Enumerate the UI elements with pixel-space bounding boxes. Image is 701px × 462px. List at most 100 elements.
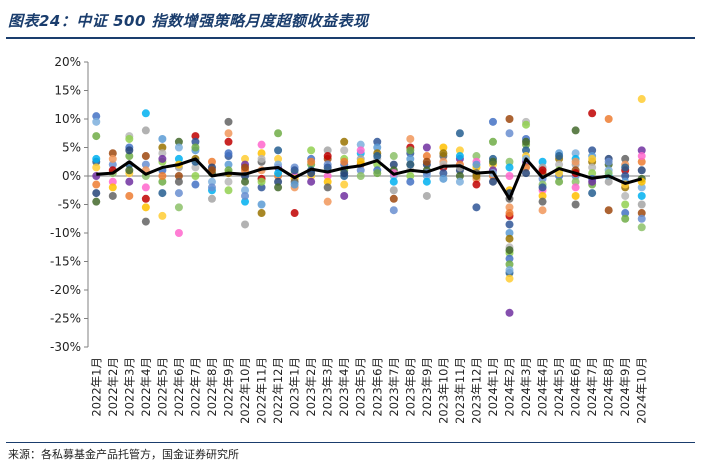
chart-title: 图表24：中证 500 指数增强策略月度超额收益表现 bbox=[8, 12, 369, 30]
data-point bbox=[621, 172, 630, 180]
data-point bbox=[422, 177, 431, 186]
data-point bbox=[505, 234, 514, 243]
data-point bbox=[174, 177, 183, 186]
data-point bbox=[307, 157, 316, 166]
data-point bbox=[637, 214, 646, 223]
data-point bbox=[207, 177, 216, 186]
data-point bbox=[637, 95, 646, 104]
data-point bbox=[158, 211, 167, 220]
data-point bbox=[108, 154, 117, 163]
data-point bbox=[141, 183, 150, 192]
data-point bbox=[455, 152, 464, 161]
data-point bbox=[505, 220, 514, 229]
data-point bbox=[141, 126, 150, 135]
data-point bbox=[257, 200, 266, 209]
data-point bbox=[588, 146, 597, 155]
data-point bbox=[125, 152, 134, 161]
data-point bbox=[224, 129, 233, 138]
data-point bbox=[439, 149, 448, 158]
data-point bbox=[125, 166, 134, 175]
data-point bbox=[621, 191, 630, 200]
data-point bbox=[174, 172, 183, 180]
data-point bbox=[637, 146, 646, 155]
x-tick-label: 2024年9月 bbox=[618, 357, 632, 417]
data-point bbox=[455, 129, 464, 138]
data-point bbox=[92, 112, 101, 121]
data-point bbox=[505, 308, 514, 317]
data-point bbox=[356, 172, 365, 180]
x-tick-label: 2024年3月 bbox=[519, 357, 533, 417]
data-point bbox=[257, 183, 266, 192]
data-point bbox=[373, 152, 382, 161]
data-point bbox=[257, 177, 266, 186]
x-tick-label: 2023年1月 bbox=[288, 357, 302, 417]
data-point bbox=[505, 129, 514, 138]
data-point bbox=[125, 146, 134, 155]
y-tick-label: -20% bbox=[50, 283, 81, 297]
data-point bbox=[92, 189, 101, 198]
data-point bbox=[588, 154, 597, 163]
data-point bbox=[439, 143, 448, 152]
data-point bbox=[472, 152, 481, 161]
data-point bbox=[125, 177, 134, 186]
data-point bbox=[505, 115, 514, 123]
data-point bbox=[108, 191, 117, 200]
data-point bbox=[406, 134, 415, 143]
data-point bbox=[257, 209, 266, 218]
data-point bbox=[488, 177, 497, 186]
data-point bbox=[406, 146, 415, 155]
data-point bbox=[274, 183, 283, 192]
data-point bbox=[191, 163, 200, 172]
data-point bbox=[538, 183, 547, 192]
x-tick-label: 2023年2月 bbox=[304, 357, 318, 417]
data-point bbox=[505, 254, 514, 263]
data-point bbox=[604, 206, 613, 215]
data-point bbox=[224, 117, 233, 126]
x-tick-label: 2022年10月 bbox=[238, 357, 252, 424]
data-point bbox=[621, 200, 630, 209]
x-tick-label: 2022年6月 bbox=[172, 357, 186, 417]
data-point bbox=[108, 183, 117, 192]
y-tick-label: 20% bbox=[54, 55, 81, 69]
data-point bbox=[290, 180, 299, 189]
data-point bbox=[323, 197, 332, 206]
x-tick-label: 2024年4月 bbox=[536, 357, 550, 417]
data-point bbox=[224, 160, 233, 169]
data-point bbox=[174, 189, 183, 198]
data-point bbox=[241, 186, 250, 195]
data-point bbox=[158, 177, 167, 186]
data-point bbox=[621, 214, 630, 223]
data-point bbox=[141, 217, 150, 226]
x-tick-label: 2022年3月 bbox=[122, 357, 136, 417]
title-rule bbox=[6, 37, 695, 39]
x-tick-label: 2022年4月 bbox=[139, 357, 153, 417]
data-point bbox=[323, 183, 332, 192]
data-point bbox=[389, 160, 398, 169]
data-point bbox=[191, 137, 200, 146]
data-point bbox=[92, 132, 101, 141]
data-point bbox=[125, 134, 134, 143]
data-point bbox=[158, 172, 167, 180]
x-tick-label: 2022年5月 bbox=[155, 357, 169, 417]
data-point bbox=[637, 191, 646, 200]
data-point bbox=[538, 166, 547, 175]
data-point bbox=[174, 137, 183, 146]
data-point bbox=[158, 143, 167, 152]
data-point bbox=[174, 203, 183, 212]
source-note: 来源：各私募基金产品托管方，国金证券研究所 bbox=[8, 448, 239, 461]
data-point bbox=[637, 223, 646, 232]
data-point bbox=[588, 163, 597, 172]
data-point bbox=[307, 146, 316, 155]
data-point bbox=[571, 126, 580, 135]
data-point bbox=[389, 186, 398, 195]
data-point bbox=[257, 154, 266, 163]
data-point bbox=[472, 160, 481, 169]
data-point bbox=[604, 115, 613, 123]
data-point bbox=[274, 177, 283, 186]
x-tick-label: 2024年7月 bbox=[585, 357, 599, 417]
data-point bbox=[422, 143, 431, 152]
data-point bbox=[141, 109, 150, 118]
data-point bbox=[538, 197, 547, 206]
data-point bbox=[588, 177, 597, 186]
data-point bbox=[555, 152, 564, 161]
